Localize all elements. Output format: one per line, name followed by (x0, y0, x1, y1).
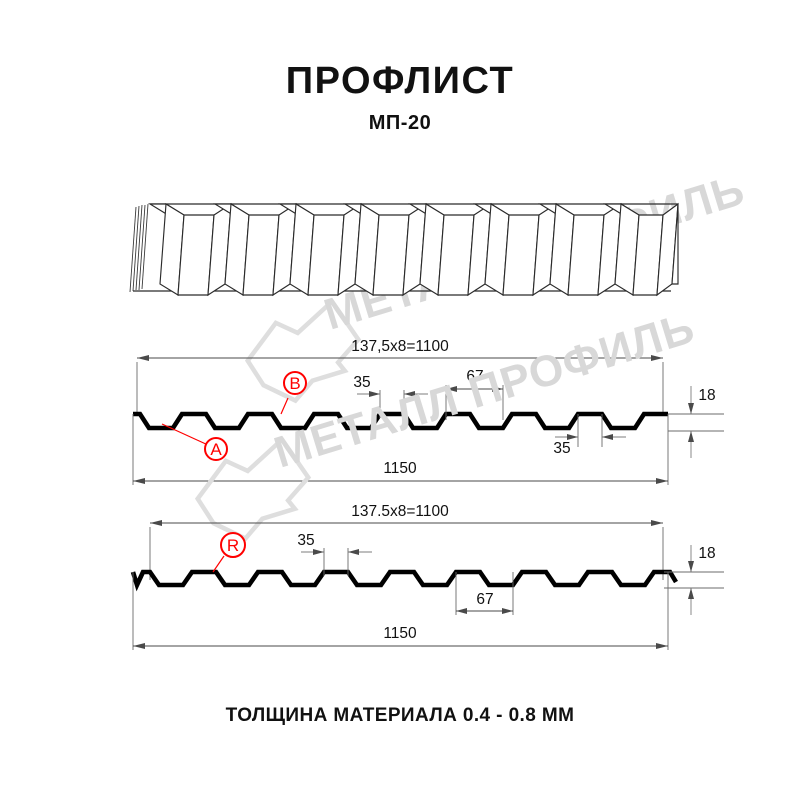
profile-outline-top (133, 411, 668, 431)
dimension-height-top: 18 (668, 386, 724, 458)
dimension-rib-top-width-2: 35 (297, 532, 372, 576)
profile-section-bottom: 137.5x8=1100 35 67 (130, 503, 724, 650)
marker-a: A (161, 423, 228, 461)
dimension-18-top: 18 (698, 387, 715, 404)
dimension-rib-top-width-lower: 35 (553, 414, 626, 457)
profile-3d-isometric-view (129, 202, 679, 297)
svg-text:A: A (210, 440, 222, 459)
dimension-top-width: 137,5x8=1100 (351, 338, 449, 355)
bottom-overall-dimension-1: 1150 (132, 414, 669, 485)
top-overall-dimension-2: 137.5x8=1100 (149, 503, 664, 580)
metall-profil-logo-icon (244, 298, 362, 404)
bottom-overall-dimension-2: 1150 (132, 572, 669, 650)
svg-text:B: B (289, 374, 300, 393)
dimension-total-width-top: 1150 (383, 460, 417, 477)
top-overall-dimension-1: 137,5x8=1100 (136, 338, 664, 415)
dimension-valley-width-top: 67 (445, 368, 504, 420)
dimension-rib-top-width-upper: 35 (353, 374, 428, 418)
dimension-total-width-bottom: 1150 (383, 625, 417, 642)
profile-section-top: 137,5x8=1100 35 67 (132, 338, 724, 485)
dimension-67-bottom: 67 (476, 591, 493, 608)
dimension-18-bottom: 18 (698, 545, 715, 562)
dimension-valley-width-bottom: 67 (455, 572, 514, 615)
dimension-35-top: 35 (353, 374, 370, 391)
marker-b: B (280, 371, 307, 415)
footer-block: ТОЛЩИНА МАТЕРИАЛА 0.4 - 0.8 ММ (0, 705, 800, 727)
dimension-35-bottom-diagram: 35 (297, 532, 314, 549)
material-thickness-label: ТОЛЩИНА МАТЕРИАЛА 0.4 - 0.8 ММ (225, 705, 575, 726)
dimension-35-bottom: 35 (553, 440, 570, 457)
dimension-67-top: 67 (466, 368, 483, 385)
dimension-top-width-2: 137.5x8=1100 (351, 503, 449, 520)
svg-text:R: R (227, 536, 239, 555)
dimension-height-bottom: 18 (664, 545, 724, 615)
profile-outline-bottom (130, 569, 678, 592)
marker-r: R (212, 532, 246, 573)
